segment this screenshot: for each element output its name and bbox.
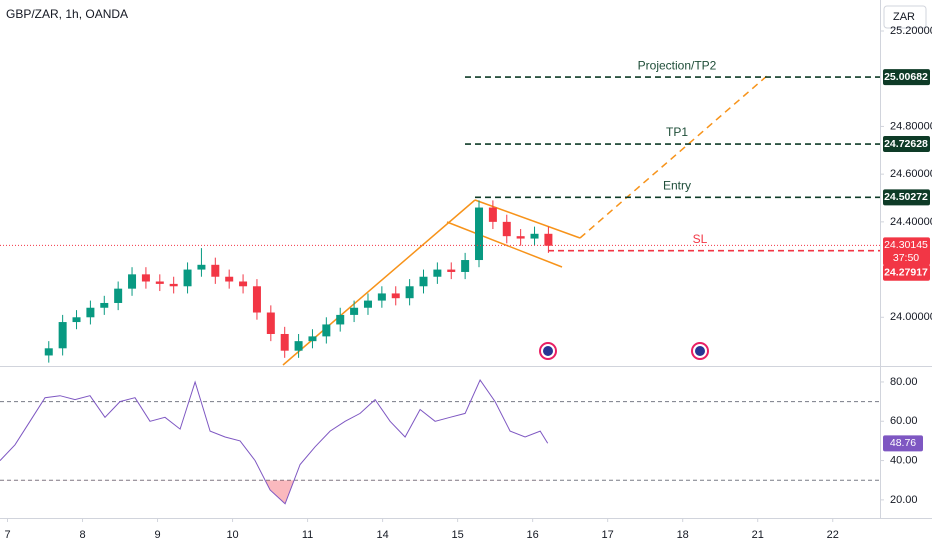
level-value-label: 24.27917 <box>884 266 928 278</box>
candle-body <box>461 260 470 272</box>
last-price-box <box>883 237 930 266</box>
y-tick-label: 24.00000 <box>890 311 932 323</box>
candle-body <box>128 274 137 289</box>
level-value-label: 25.00682 <box>884 71 928 83</box>
candle-body <box>530 233 539 239</box>
y-tick-label: 40.00 <box>890 454 918 466</box>
x-tick-label: 16 <box>527 529 539 541</box>
rsi-value-label: 48.76 <box>890 437 916 449</box>
candle-body <box>405 286 414 299</box>
level-name: SL <box>693 232 708 246</box>
candle-body <box>169 283 178 287</box>
y-tick-label: 24.60000 <box>890 168 932 180</box>
rsi-value-box <box>883 435 923 452</box>
event-icon[interactable] <box>691 342 709 360</box>
x-tick-label: 7 <box>4 529 10 541</box>
candle-body <box>308 336 317 342</box>
candle-body <box>294 341 303 351</box>
candle-body <box>266 312 275 334</box>
candle-body <box>225 276 234 282</box>
candle-body <box>475 207 484 261</box>
symbol-title: GBP/ZAR, 1h, OANDA <box>6 7 128 21</box>
x-tick-label: 9 <box>154 529 160 541</box>
candle-body <box>211 264 220 277</box>
candle-body <box>502 221 511 237</box>
candle-body <box>58 322 67 349</box>
x-tick-label: 14 <box>376 529 388 541</box>
candle-body <box>447 269 456 272</box>
candle-body <box>252 286 261 313</box>
candle-body <box>183 269 192 287</box>
x-tick-label: 17 <box>602 529 614 541</box>
candle-body <box>419 276 428 287</box>
level-name: TP1 <box>666 125 688 139</box>
candle-body <box>516 236 525 239</box>
y-tick-label: 80.00 <box>890 376 918 388</box>
candle-body <box>377 293 386 301</box>
candle-body <box>197 264 206 270</box>
level-value-label: 24.72628 <box>884 138 928 150</box>
candle-body <box>391 293 400 299</box>
candle-body <box>336 314 345 325</box>
projection-line <box>579 74 769 239</box>
level-name: Entry <box>663 179 691 193</box>
currency-button[interactable] <box>883 5 927 29</box>
event-icon[interactable] <box>539 342 557 360</box>
rsi-line <box>0 378 549 505</box>
y-tick-label: 20.00 <box>890 494 918 506</box>
candle-body <box>239 281 248 287</box>
y-tick-label: 25.20000 <box>890 25 932 37</box>
candle-body <box>363 300 372 308</box>
y-tick-label: 24.80000 <box>890 120 932 132</box>
level-label-box <box>883 69 930 86</box>
x-tick-label: 15 <box>452 529 464 541</box>
candle-body <box>350 307 359 315</box>
candle-body <box>72 317 81 323</box>
candle-body <box>433 269 442 277</box>
x-tick-label: 8 <box>79 529 85 541</box>
candle-body <box>44 348 53 356</box>
level-label-box <box>883 264 930 281</box>
x-tick-label: 18 <box>677 529 689 541</box>
candle-body <box>280 333 289 351</box>
candle-body <box>322 324 331 337</box>
candle-body <box>114 288 123 303</box>
last-price-label: 24.30145 <box>884 239 928 251</box>
flag-lower <box>446 221 563 268</box>
level-label-box <box>883 189 930 206</box>
candle-body <box>155 281 164 284</box>
candle-body <box>544 233 553 246</box>
x-tick-label: 22 <box>827 529 839 541</box>
y-tick-label: 24.40000 <box>890 216 932 228</box>
candle-body <box>488 207 497 222</box>
x-tick-label: 21 <box>752 529 764 541</box>
candle-body <box>141 274 150 282</box>
x-tick-label: 10 <box>226 529 238 541</box>
x-tick-label: 11 <box>302 529 313 541</box>
level-value-label: 24.50272 <box>884 191 928 203</box>
candle-body <box>86 307 95 318</box>
y-tick-label: 60.00 <box>890 415 918 427</box>
candle-body <box>100 302 109 308</box>
level-name: Projection/TP2 <box>638 58 717 72</box>
countdown-label: 37:50 <box>893 252 919 264</box>
level-label-box <box>883 136 930 153</box>
currency-label: ZAR <box>893 11 915 23</box>
